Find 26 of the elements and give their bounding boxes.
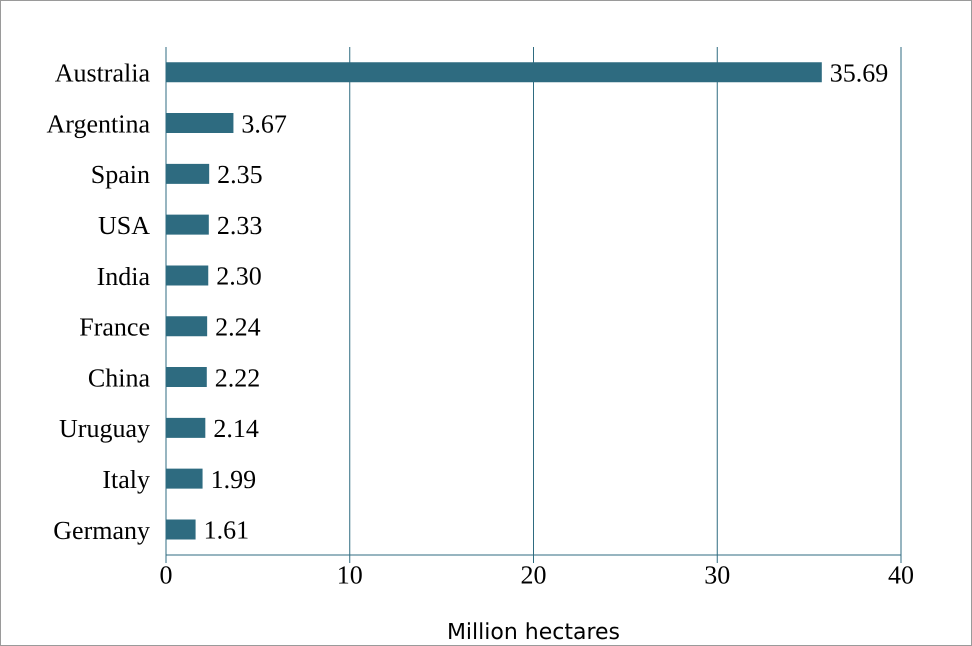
data-label: 1.61: [204, 516, 250, 545]
data-label: 2.14: [213, 414, 259, 444]
y-tick-label: France: [79, 312, 150, 342]
y-tick-label: USA: [98, 211, 150, 240]
y-tick-label: India: [96, 262, 150, 291]
y-tick-label: Uruguay: [59, 414, 150, 444]
x-tick-label: 30: [704, 560, 730, 590]
data-label: 2.22: [214, 363, 260, 392]
x-tick-label: 0: [160, 560, 172, 590]
y-tick-label: China: [88, 363, 150, 392]
y-tick-label: Germany: [53, 516, 150, 545]
data-label: 35.69: [830, 58, 888, 88]
y-tick-label: Argentina: [46, 109, 150, 138]
y-tick-label: Spain: [90, 160, 150, 190]
x-tick-label: 20: [520, 560, 546, 590]
y-tick-label: Australia: [54, 58, 150, 88]
x-tick-label: 10: [336, 560, 363, 590]
x-axis-title: Million hectares: [446, 620, 620, 645]
data-label: 2.33: [216, 210, 262, 240]
data-label: 2.35: [217, 160, 263, 190]
data-label: 2.30: [216, 262, 262, 291]
y-tick-label: Italy: [102, 465, 150, 494]
data-label: 3.67: [241, 109, 287, 138]
data-label: 1.99: [210, 464, 256, 494]
data-label: 2.24: [215, 312, 261, 342]
x-tick-label: 40: [888, 560, 914, 590]
